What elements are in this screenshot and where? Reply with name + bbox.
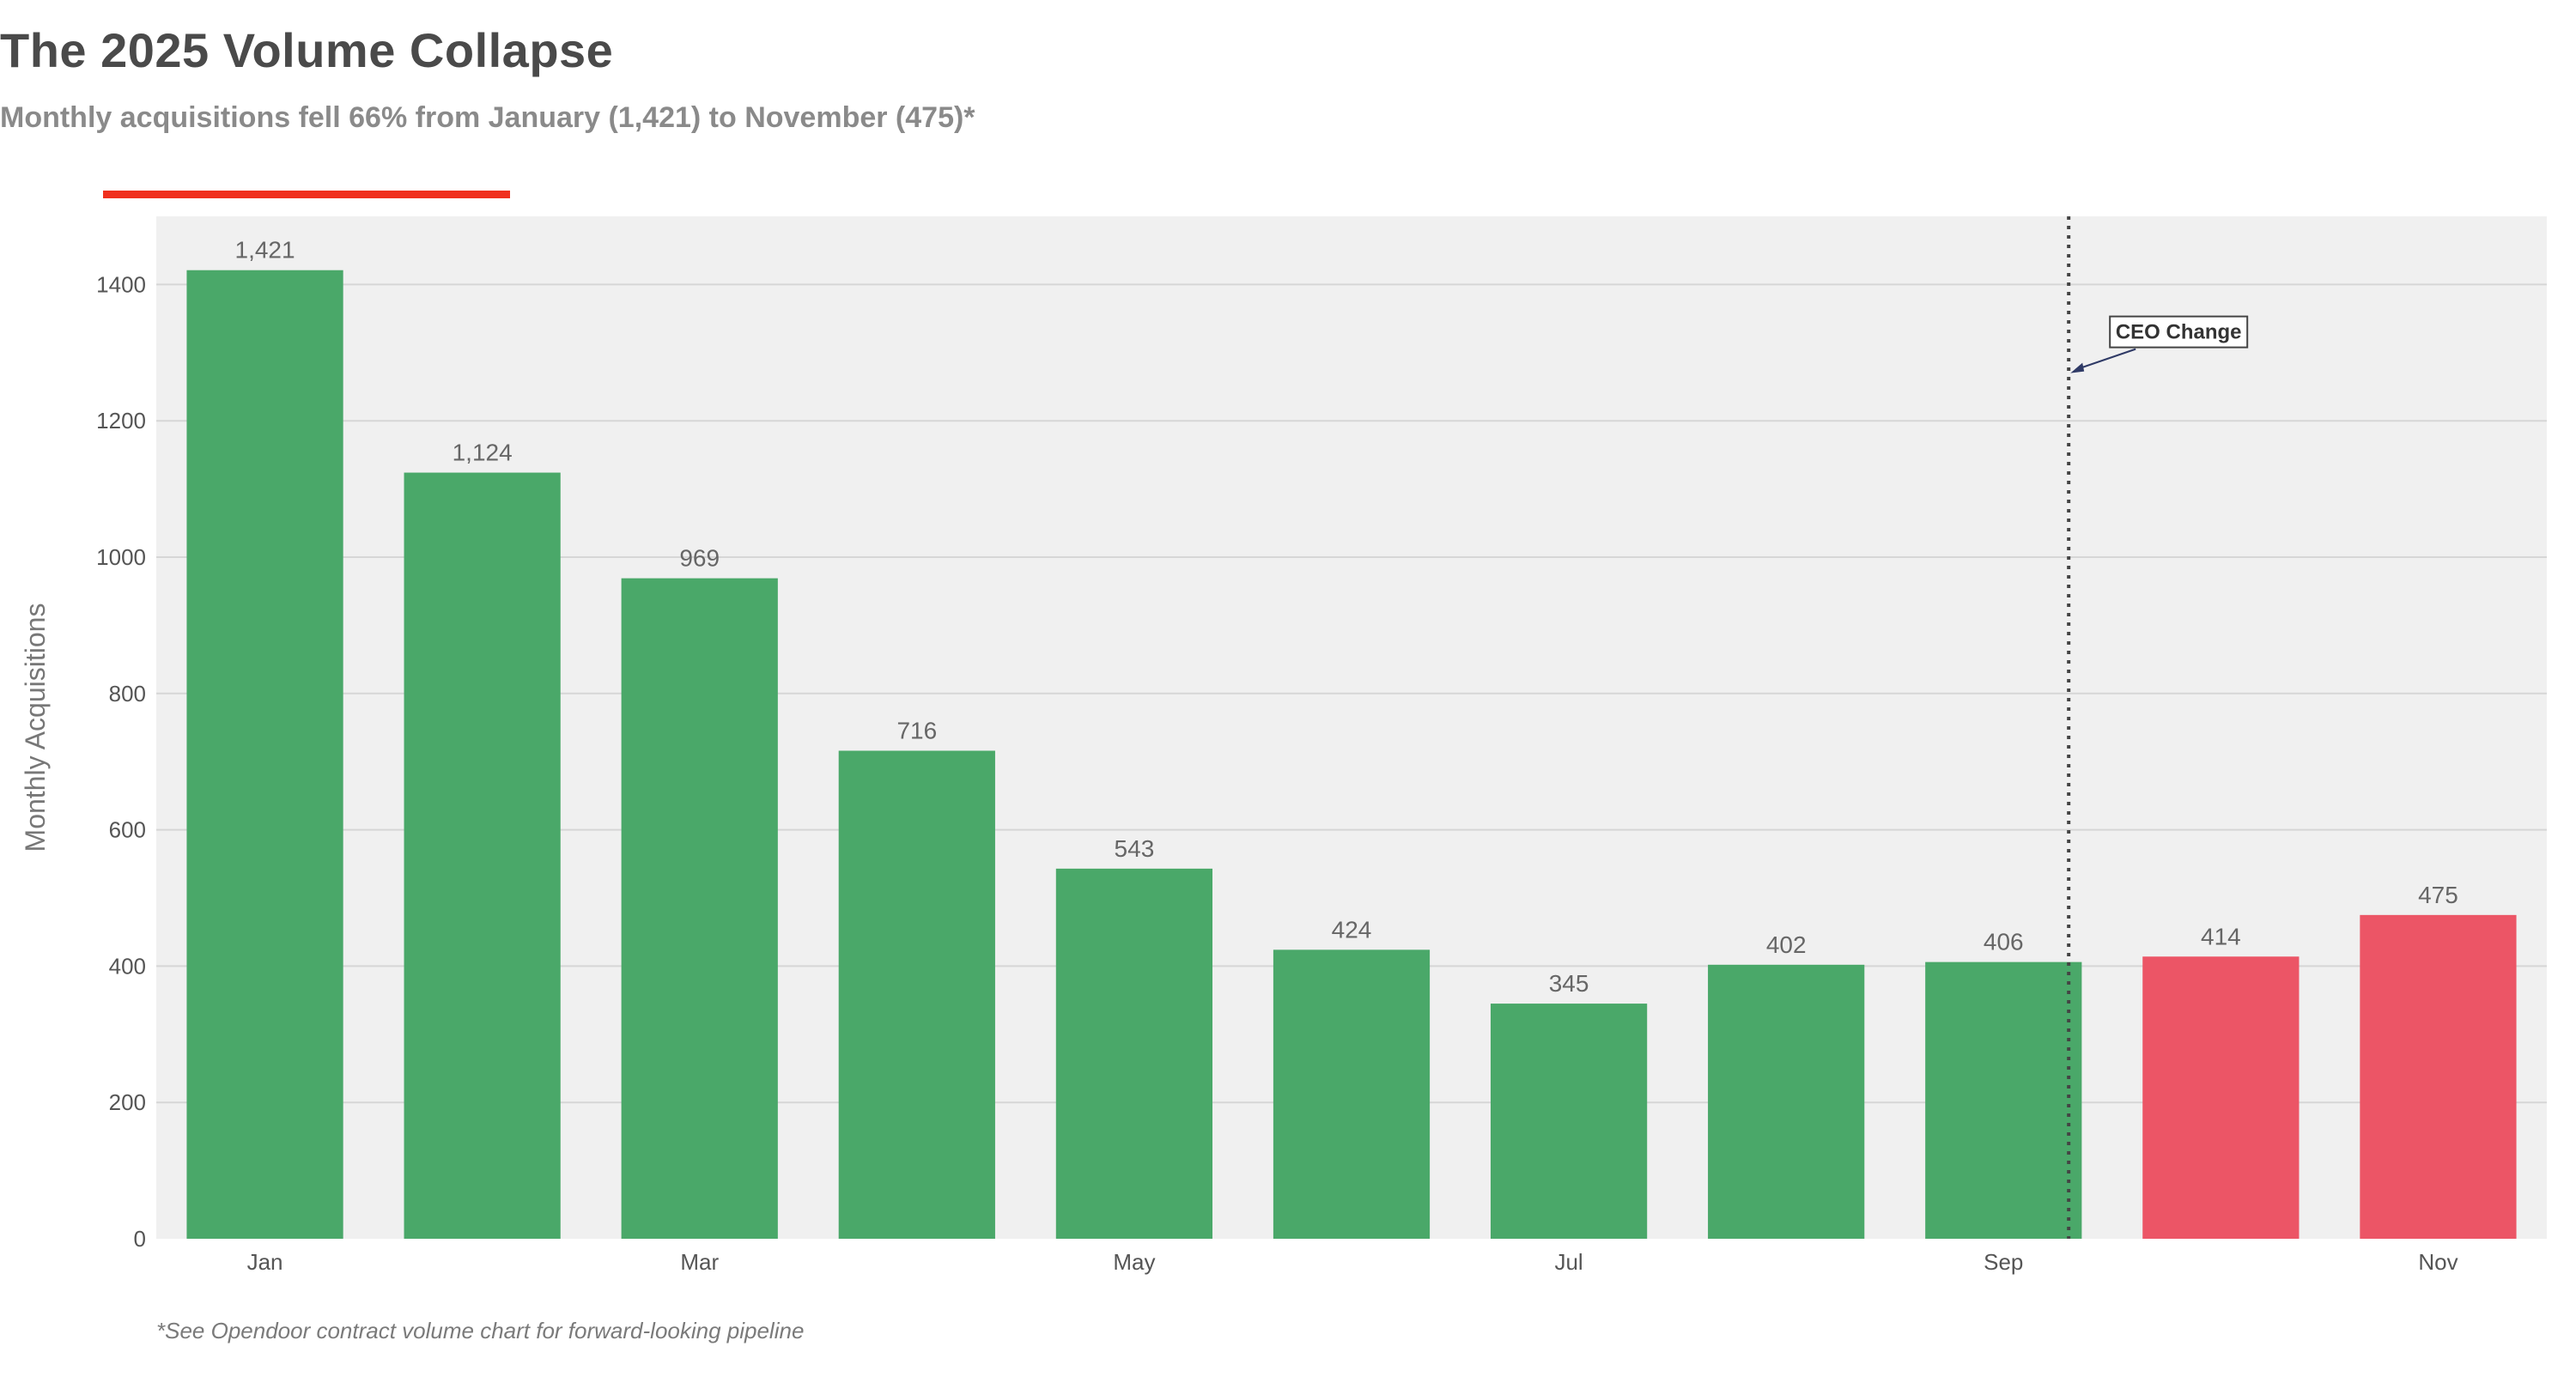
bar-feb	[404, 472, 561, 1239]
bar-jun	[1273, 949, 1431, 1239]
x-tick-label: May	[1113, 1249, 1155, 1275]
value-label-feb: 1,124	[453, 440, 513, 466]
bar-oct	[2142, 956, 2300, 1239]
chart-title: The 2025 Volume Collapse	[0, 23, 614, 77]
bar-apr	[838, 750, 995, 1239]
value-label-sep: 406	[1984, 929, 2024, 955]
accent-line	[103, 191, 510, 198]
y-tick-label: 1200	[96, 408, 146, 434]
chart-subtitle: Monthly acquisitions fell 66% from Janua…	[0, 101, 975, 134]
x-tick-label: Sep	[1984, 1249, 2023, 1275]
footnote: *See Opendoor contract volume chart for …	[156, 1318, 805, 1343]
x-tick-label: Mar	[680, 1249, 719, 1275]
y-tick-label: 400	[109, 953, 146, 979]
value-label-may: 543	[1115, 835, 1155, 862]
value-label-oct: 414	[2201, 923, 2241, 949]
value-label-mar: 969	[679, 545, 720, 572]
y-tick-label: 800	[109, 681, 146, 707]
y-tick-label: 1400	[96, 271, 146, 297]
annotation-arrow	[2075, 348, 2136, 371]
bar-jan	[186, 270, 343, 1239]
value-label-apr: 716	[896, 717, 937, 743]
y-tick-label: 200	[109, 1089, 146, 1115]
x-tick-label: Jul	[1554, 1249, 1583, 1275]
annotation-label: CEO Change	[2116, 321, 2242, 344]
bar-nov	[2360, 914, 2517, 1239]
value-label-nov: 475	[2418, 882, 2458, 908]
bar-jul	[1490, 1004, 1648, 1239]
annotation-box	[2109, 315, 2249, 349]
x-tick-label: Nov	[2418, 1249, 2458, 1275]
bar-aug	[1708, 964, 1865, 1239]
bar-may	[1055, 868, 1213, 1239]
annotation-arrowhead	[2070, 362, 2085, 373]
bar-sep	[1925, 961, 2082, 1239]
value-label-aug: 402	[1766, 931, 1807, 958]
value-label-jun: 424	[1332, 916, 1372, 943]
x-tick-label: Jan	[247, 1249, 283, 1275]
y-tick-label: 0	[134, 1226, 146, 1252]
bar-mar	[621, 578, 778, 1239]
y-tick-label: 600	[109, 817, 146, 843]
value-label-jan: 1,421	[235, 237, 295, 264]
value-label-jul: 345	[1549, 970, 1589, 997]
y-axis-label: Monthly Acquisitions	[20, 603, 51, 852]
y-tick-label: 1000	[96, 544, 146, 570]
